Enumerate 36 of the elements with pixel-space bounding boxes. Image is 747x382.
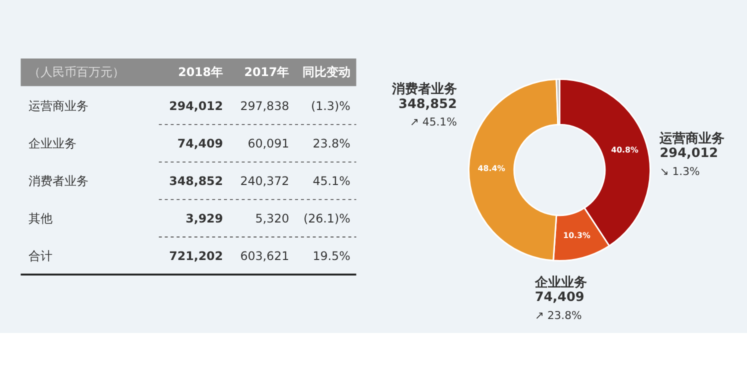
data-label: 3,929 [186,211,224,226]
data-label: 348,852 [169,174,224,188]
data-label: 74,409 [534,290,584,306]
data-label: 240,372 [240,174,290,188]
data-label: 603,621 [240,248,290,263]
data-label: 721,202 [169,248,224,263]
data-label: 297,838 [240,98,290,113]
text: 40.8% [611,145,639,154]
text: 2018年 [178,65,224,80]
slice-label: 企业业务 [534,275,587,290]
text: 同比变动 [302,65,350,80]
text: ↘ 1.3% [660,164,700,178]
text: 10.3% [563,230,591,240]
data-label: 5,320 [255,211,290,226]
data-label: 23.8% [312,136,350,150]
data-label: 294,012 [660,146,718,162]
category-label: 消费者业务 [28,174,89,188]
data-label: (26.1)% [304,211,350,226]
data-label: 60,091 [248,136,290,150]
data-label: 74,409 [177,136,224,150]
data-label: 348,852 [398,96,457,112]
data-label: 45.1% [312,174,350,188]
data-label: 294,012 [169,98,224,113]
text: 2017年 [244,65,290,80]
category-label: 企业业务 [28,136,77,150]
slice-label: 消费者业务 [390,82,457,97]
data-label: 19.5% [312,248,350,263]
category-label: 运营商业务 [28,98,89,113]
text: 48.4% [478,164,506,173]
text: （人民币百万元） [28,65,125,80]
text: ↗ 45.1% [410,116,457,129]
text: ↗ 23.8% [534,308,582,322]
data-label: (1.3)% [311,98,350,113]
slice-label: 运营商业务 [658,130,725,146]
category-label: 其他 [28,211,53,226]
category-label: 合计 [28,248,53,263]
